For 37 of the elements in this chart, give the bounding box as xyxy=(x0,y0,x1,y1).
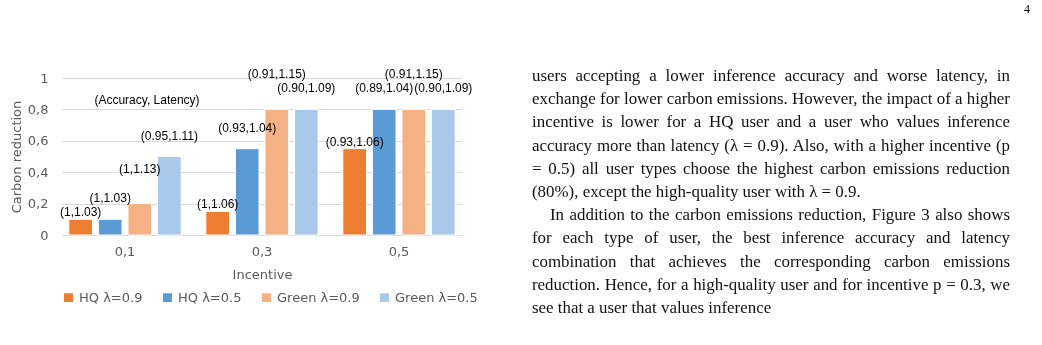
bar xyxy=(401,108,427,236)
data-label: (1,1.03) xyxy=(89,191,131,206)
x-tick-label: 0,5 xyxy=(388,243,410,259)
data-label: (0.93,1.04) xyxy=(218,120,277,135)
data-label: (0.90,1.09) xyxy=(414,81,473,96)
data-label: (1,1.03) xyxy=(59,205,102,220)
bar xyxy=(127,203,153,236)
bar xyxy=(342,148,367,236)
data-label: (0.91,1.15) xyxy=(247,67,306,82)
data-label: (0.91,1.15) xyxy=(384,67,443,82)
y-tick-label: 0,4 xyxy=(27,164,49,180)
y-tick-label: 0,2 xyxy=(27,196,49,212)
text: In addition to the carbon emissions reduction, Figure 3 also shows for each type of user, the best inference accuracy and latency combination that achieves the corresponding carbon emissions reduction. Hence, for a high-quality user and for incentive p = 0.3, we see that a user that values inference xyxy=(532,204,1010,320)
bar xyxy=(294,108,319,236)
legend-label: HQ λ=0.5 xyxy=(178,289,242,305)
x-tick-label: 0,1 xyxy=(114,243,136,259)
annotation: (Accuracy, Latency) xyxy=(94,93,200,107)
text: 4 xyxy=(1024,2,1030,17)
bar xyxy=(205,210,230,236)
y-axis-title: Carbon reduction xyxy=(8,100,24,214)
legend-label: Green λ=0.5 xyxy=(395,289,478,305)
bar xyxy=(97,218,123,236)
legend-label: Green λ=0.9 xyxy=(277,289,360,305)
data-label: (1,1.13) xyxy=(119,161,161,176)
bar xyxy=(68,218,93,236)
legend-label: HQ λ=0.9 xyxy=(79,289,143,305)
data-label: (0.90,1.09) xyxy=(277,81,336,96)
data-label: (0.89,1.04) xyxy=(355,81,414,96)
bar xyxy=(431,108,456,236)
data-label: (0.95,1.11) xyxy=(140,128,198,143)
text: users accepting a lower inference accuracy and worse latency, in exchange for lower carbon emissions. However, the impact of a higher incentive is lower for a HQ user and a user who values inference accuracy more than latency (λ = 0.9). Also, with a higher incentive (p = 0.5) all user types choose the highest carbon emissions reduction (80%), except the high-quality user with λ = 0.9. xyxy=(532,65,1010,203)
y-tick-label: 0,8 xyxy=(27,101,49,117)
x-axis-title: Incentive xyxy=(232,266,293,282)
x-tick-label: 0,3 xyxy=(251,243,273,259)
y-tick-label: 0,6 xyxy=(27,133,49,149)
y-tick-label: 1 xyxy=(40,70,49,86)
y-tick-label: 0 xyxy=(40,227,49,243)
